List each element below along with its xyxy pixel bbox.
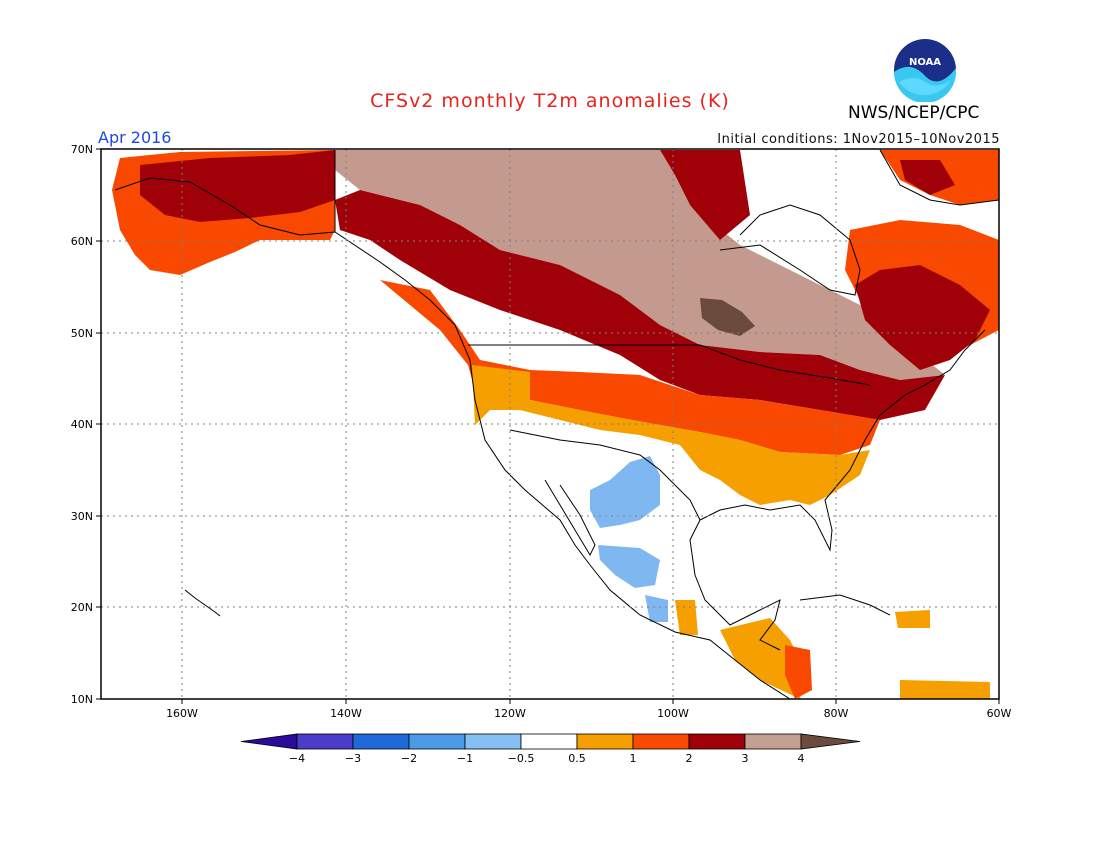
- logo-text: NOAA: [909, 57, 941, 68]
- anomaly-region-minus1to-0p5: [645, 595, 668, 622]
- anomaly-field: [112, 150, 999, 699]
- lon-label: 140W: [330, 707, 362, 720]
- lat-label: 10N: [71, 693, 93, 706]
- lat-label: 70N: [71, 143, 93, 156]
- lon-label: 60W: [987, 707, 1012, 720]
- coastline-hudson: [719, 204, 861, 296]
- coastline-baja: [544, 479, 596, 557]
- initial-conditions: Initial conditions: 1Nov2015–10Nov2015: [717, 132, 1000, 147]
- border-us-mexico: [509, 429, 701, 521]
- coastline-west: [114, 177, 791, 699]
- coastlines: [114, 149, 999, 699]
- anomaly-region-minus1to-0p5: [598, 545, 660, 588]
- lon-label: 80W: [824, 707, 849, 720]
- agency-label: NWS/NCEP/CPC: [848, 103, 980, 123]
- anomaly-region-2to3: [900, 160, 955, 195]
- anomaly-region-2to3: [660, 150, 750, 240]
- coastline-cuba: [799, 594, 891, 616]
- anomaly-region-0p5to1: [675, 600, 698, 635]
- lon-label: 120W: [494, 707, 526, 720]
- noaa-logo-icon: NOAA: [894, 39, 956, 102]
- lon-label: 100W: [657, 707, 689, 720]
- lon-label: 160W: [166, 707, 198, 720]
- anomaly-region-1to2: [380, 280, 880, 455]
- lat-label: 60N: [71, 235, 93, 248]
- longitude-labels: 160W 140W 120W 100W 80W 60W: [166, 707, 1011, 720]
- lat-label: 40N: [71, 418, 93, 431]
- forecast-period: Apr 2016: [98, 128, 172, 147]
- coastline-greenland: [879, 149, 999, 206]
- anomaly-region-minus1to-0p5: [590, 456, 660, 528]
- anomaly-region-3to4: [335, 150, 945, 380]
- anomaly-region-0p5to1: [720, 618, 805, 699]
- lat-label: 50N: [71, 327, 93, 340]
- latitude-labels: 70N 60N 50N 40N 30N 20N 10N: [71, 143, 93, 706]
- anomaly-region-0p5to1: [472, 365, 870, 505]
- coastline-mexico-gulf: [689, 519, 781, 651]
- map-title: CFSv2 monthly T2m anomalies (K): [370, 90, 730, 112]
- lat-label: 20N: [71, 601, 93, 614]
- anomaly-region-0p5to1: [895, 610, 930, 628]
- anomaly-region-2to3: [855, 265, 990, 370]
- anomaly-region-1to2: [785, 645, 812, 699]
- coastline-hawaii: [184, 589, 221, 617]
- anomaly-region-0p5to1: [900, 680, 990, 699]
- axis-ticks: [96, 148, 1000, 704]
- anomaly-region-2to3: [335, 190, 945, 420]
- coastline-us-gulf: [699, 329, 986, 552]
- anomaly-region-2to3: [140, 150, 335, 222]
- gridlines: [101, 149, 999, 699]
- anomaly-region-above-4: [700, 298, 755, 336]
- lat-label: 30N: [71, 510, 93, 523]
- border-us-canada: [468, 344, 871, 386]
